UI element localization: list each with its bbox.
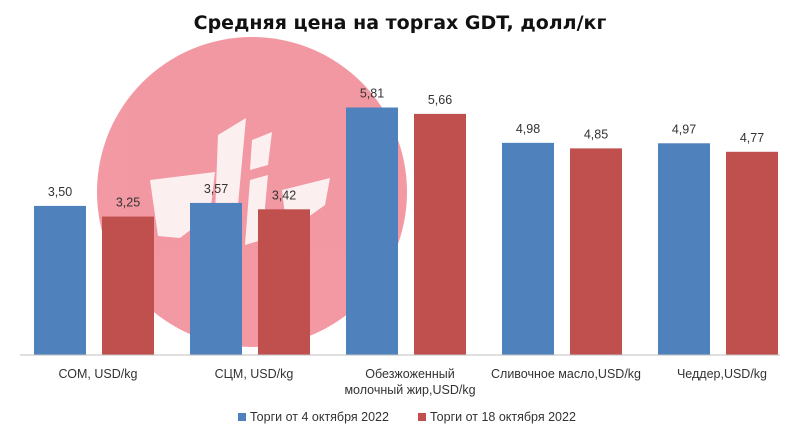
- legend-label-series-2: Торги от 18 октября 2022: [430, 410, 576, 424]
- category-labels-group: СОМ, USD/kg СЦМ, USD/kg Обезжоженный молочн…: [59, 367, 768, 397]
- legend-swatch-series-2: [418, 413, 426, 421]
- bar-series-1-cat-2: [190, 202, 242, 355]
- bar-series-2-cat-2: [258, 209, 310, 355]
- bar-series-1-cat-1: [34, 205, 86, 355]
- bar-series-2-cat-5: [726, 151, 778, 355]
- bars-group: [34, 107, 778, 355]
- category-label-1: СОМ, USD/kg: [59, 367, 138, 381]
- legend-swatch-series-1: [238, 413, 246, 421]
- legend: Торги от 4 октября 2022 Торги от 18 октя…: [238, 410, 576, 424]
- bar-series-2-cat-4: [570, 148, 622, 355]
- bar-series-1-cat-5: [658, 143, 710, 355]
- value-label-series-1-cat-3: 5,81: [360, 86, 384, 100]
- value-label-series-1-cat-5: 4,97: [672, 122, 696, 136]
- value-label-series-2-cat-1: 3,25: [116, 196, 140, 210]
- value-label-series-1-cat-4: 4,98: [516, 122, 540, 136]
- value-label-series-1-cat-2: 3,57: [204, 182, 228, 196]
- category-label-3-line-1: Обезжоженный: [365, 367, 454, 381]
- value-label-series-2-cat-4: 4,85: [584, 127, 608, 141]
- value-label-series-2-cat-3: 5,66: [428, 93, 452, 107]
- category-label-3-line-2: молочный жир,USD/kg: [344, 383, 475, 397]
- bar-series-1-cat-4: [502, 142, 554, 355]
- chart-title: Средняя цена на торгах GDT, долл/кг: [194, 12, 607, 34]
- bar-series-2-cat-1: [102, 216, 154, 355]
- bar-series-1-cat-3: [346, 107, 398, 355]
- category-label-2: СЦМ, USD/kg: [215, 367, 294, 381]
- value-label-series-2-cat-2: 3,42: [272, 188, 296, 202]
- value-label-series-2-cat-5: 4,77: [740, 131, 764, 145]
- legend-label-series-1: Торги от 4 октября 2022: [250, 410, 389, 424]
- value-labels-group: 3,50 3,25 3,57 3,42 5,81 5,66 4,98 4,85 4,97 4,77: [48, 86, 764, 209]
- category-label-5: Чеддер,USD/kg: [677, 367, 767, 381]
- category-label-4: Сливочное масло,USD/kg: [491, 367, 641, 381]
- bar-series-2-cat-3: [414, 113, 466, 355]
- value-label-series-1-cat-1: 3,50: [48, 185, 72, 199]
